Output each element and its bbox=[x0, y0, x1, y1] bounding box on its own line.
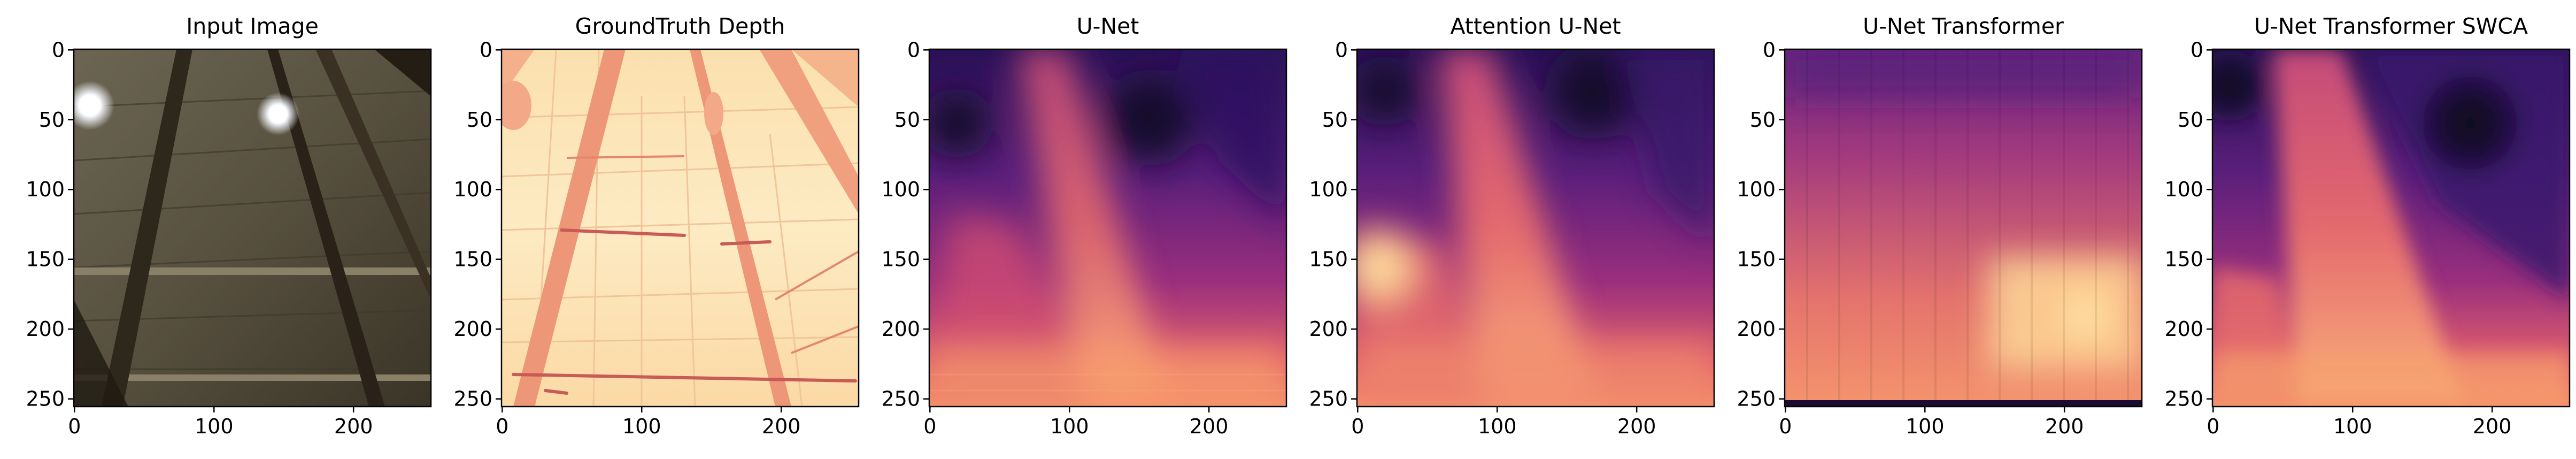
x-tick-label: 100 bbox=[1478, 415, 1517, 438]
panel-title: U-Net Transformer SWCA bbox=[2254, 13, 2528, 39]
panel-title: U-Net Transformer bbox=[1863, 13, 2064, 39]
y-tick-label: 100 bbox=[1737, 178, 1776, 201]
x-tick-label: 200 bbox=[1617, 415, 1656, 438]
x-tick-label: 100 bbox=[622, 415, 661, 438]
x-tick-label: 0 bbox=[1779, 415, 1792, 438]
unet-transformer-swca-prediction-map bbox=[2187, 43, 2570, 407]
y-tick-label: 200 bbox=[1737, 317, 1776, 341]
x-tick-label: 100 bbox=[2333, 415, 2372, 438]
panel-input-image: Input Image bbox=[65, 13, 431, 407]
y-tick-label: 250 bbox=[1309, 387, 1348, 411]
y-tick-label: 200 bbox=[26, 317, 65, 341]
y-tick-label: 100 bbox=[1309, 178, 1348, 201]
x-tick-label: 100 bbox=[1906, 415, 1945, 438]
x-tick-label: 100 bbox=[195, 415, 234, 438]
y-tick-label: 200 bbox=[2164, 317, 2203, 341]
y-tick-label: 100 bbox=[2164, 178, 2203, 201]
y-tick-label: 250 bbox=[2164, 387, 2203, 411]
y-tick-label: 0 bbox=[480, 38, 492, 62]
panel-title: GroundTruth Depth bbox=[575, 13, 785, 39]
y-tick-label: 0 bbox=[2191, 38, 2203, 62]
y-tick-label: 200 bbox=[453, 317, 492, 341]
y-tick-label: 50 bbox=[1750, 108, 1776, 132]
y-tick-label: 50 bbox=[894, 108, 920, 132]
y-tick-label: 50 bbox=[467, 108, 492, 132]
y-tick-label: 150 bbox=[453, 248, 492, 271]
unet-transformer-prediction-map bbox=[1785, 49, 2149, 407]
panel-title: Input Image bbox=[186, 13, 319, 39]
unet-prediction-map bbox=[914, 49, 1286, 407]
x-tick-label: 0 bbox=[68, 415, 81, 438]
y-tick-label: 50 bbox=[39, 108, 65, 132]
y-tick-label: 0 bbox=[52, 38, 65, 62]
x-tick-label: 200 bbox=[334, 415, 373, 438]
panel-unet: U-Net bbox=[914, 13, 1286, 407]
y-tick-label: 0 bbox=[907, 38, 920, 62]
x-tick-label: 0 bbox=[496, 415, 508, 438]
y-tick-label: 50 bbox=[1322, 108, 1348, 132]
y-tick-label: 250 bbox=[881, 387, 920, 411]
input-photo bbox=[65, 49, 431, 407]
attention-unet-prediction-map bbox=[1331, 32, 1714, 407]
y-tick-label: 200 bbox=[1309, 317, 1348, 341]
panel-unet-transformer-swca: U-Net Transformer SWCA bbox=[2187, 13, 2570, 407]
panel-groundtruth-depth: GroundTruth Depth bbox=[495, 13, 859, 407]
y-tick-label: 250 bbox=[26, 387, 65, 411]
y-tick-label: 100 bbox=[26, 178, 65, 201]
x-tick-label: 0 bbox=[2207, 415, 2219, 438]
y-tick-label: 100 bbox=[881, 178, 920, 201]
panel-unet-transformer: U-Net Transformer bbox=[1785, 13, 2149, 407]
x-tick-label: 200 bbox=[2473, 415, 2512, 438]
y-tick-label: 100 bbox=[453, 178, 492, 201]
x-tick-label: 200 bbox=[1190, 415, 1229, 438]
y-tick-label: 150 bbox=[1309, 248, 1348, 271]
y-tick-label: 50 bbox=[2178, 108, 2203, 132]
y-tick-label: 150 bbox=[881, 248, 920, 271]
y-tick-label: 250 bbox=[1737, 387, 1776, 411]
y-tick-label: 150 bbox=[1737, 248, 1776, 271]
x-tick-label: 200 bbox=[2045, 415, 2084, 438]
groundtruth-map bbox=[495, 49, 859, 407]
x-tick-label: 200 bbox=[762, 415, 801, 438]
x-tick-label: 0 bbox=[923, 415, 936, 438]
y-tick-label: 150 bbox=[26, 248, 65, 271]
x-tick-label: 100 bbox=[1050, 415, 1089, 438]
y-tick-label: 250 bbox=[453, 387, 492, 411]
y-tick-label: 0 bbox=[1763, 38, 1776, 62]
x-tick-label: 0 bbox=[1351, 415, 1364, 438]
panel-title: Attention U-Net bbox=[1450, 13, 1621, 39]
panel-title: U-Net bbox=[1077, 13, 1139, 39]
y-tick-label: 0 bbox=[1335, 38, 1348, 62]
y-tick-label: 150 bbox=[2164, 248, 2203, 271]
panel-attention-unet: Attention U-Net bbox=[1331, 13, 1714, 407]
y-tick-label: 200 bbox=[881, 317, 920, 341]
